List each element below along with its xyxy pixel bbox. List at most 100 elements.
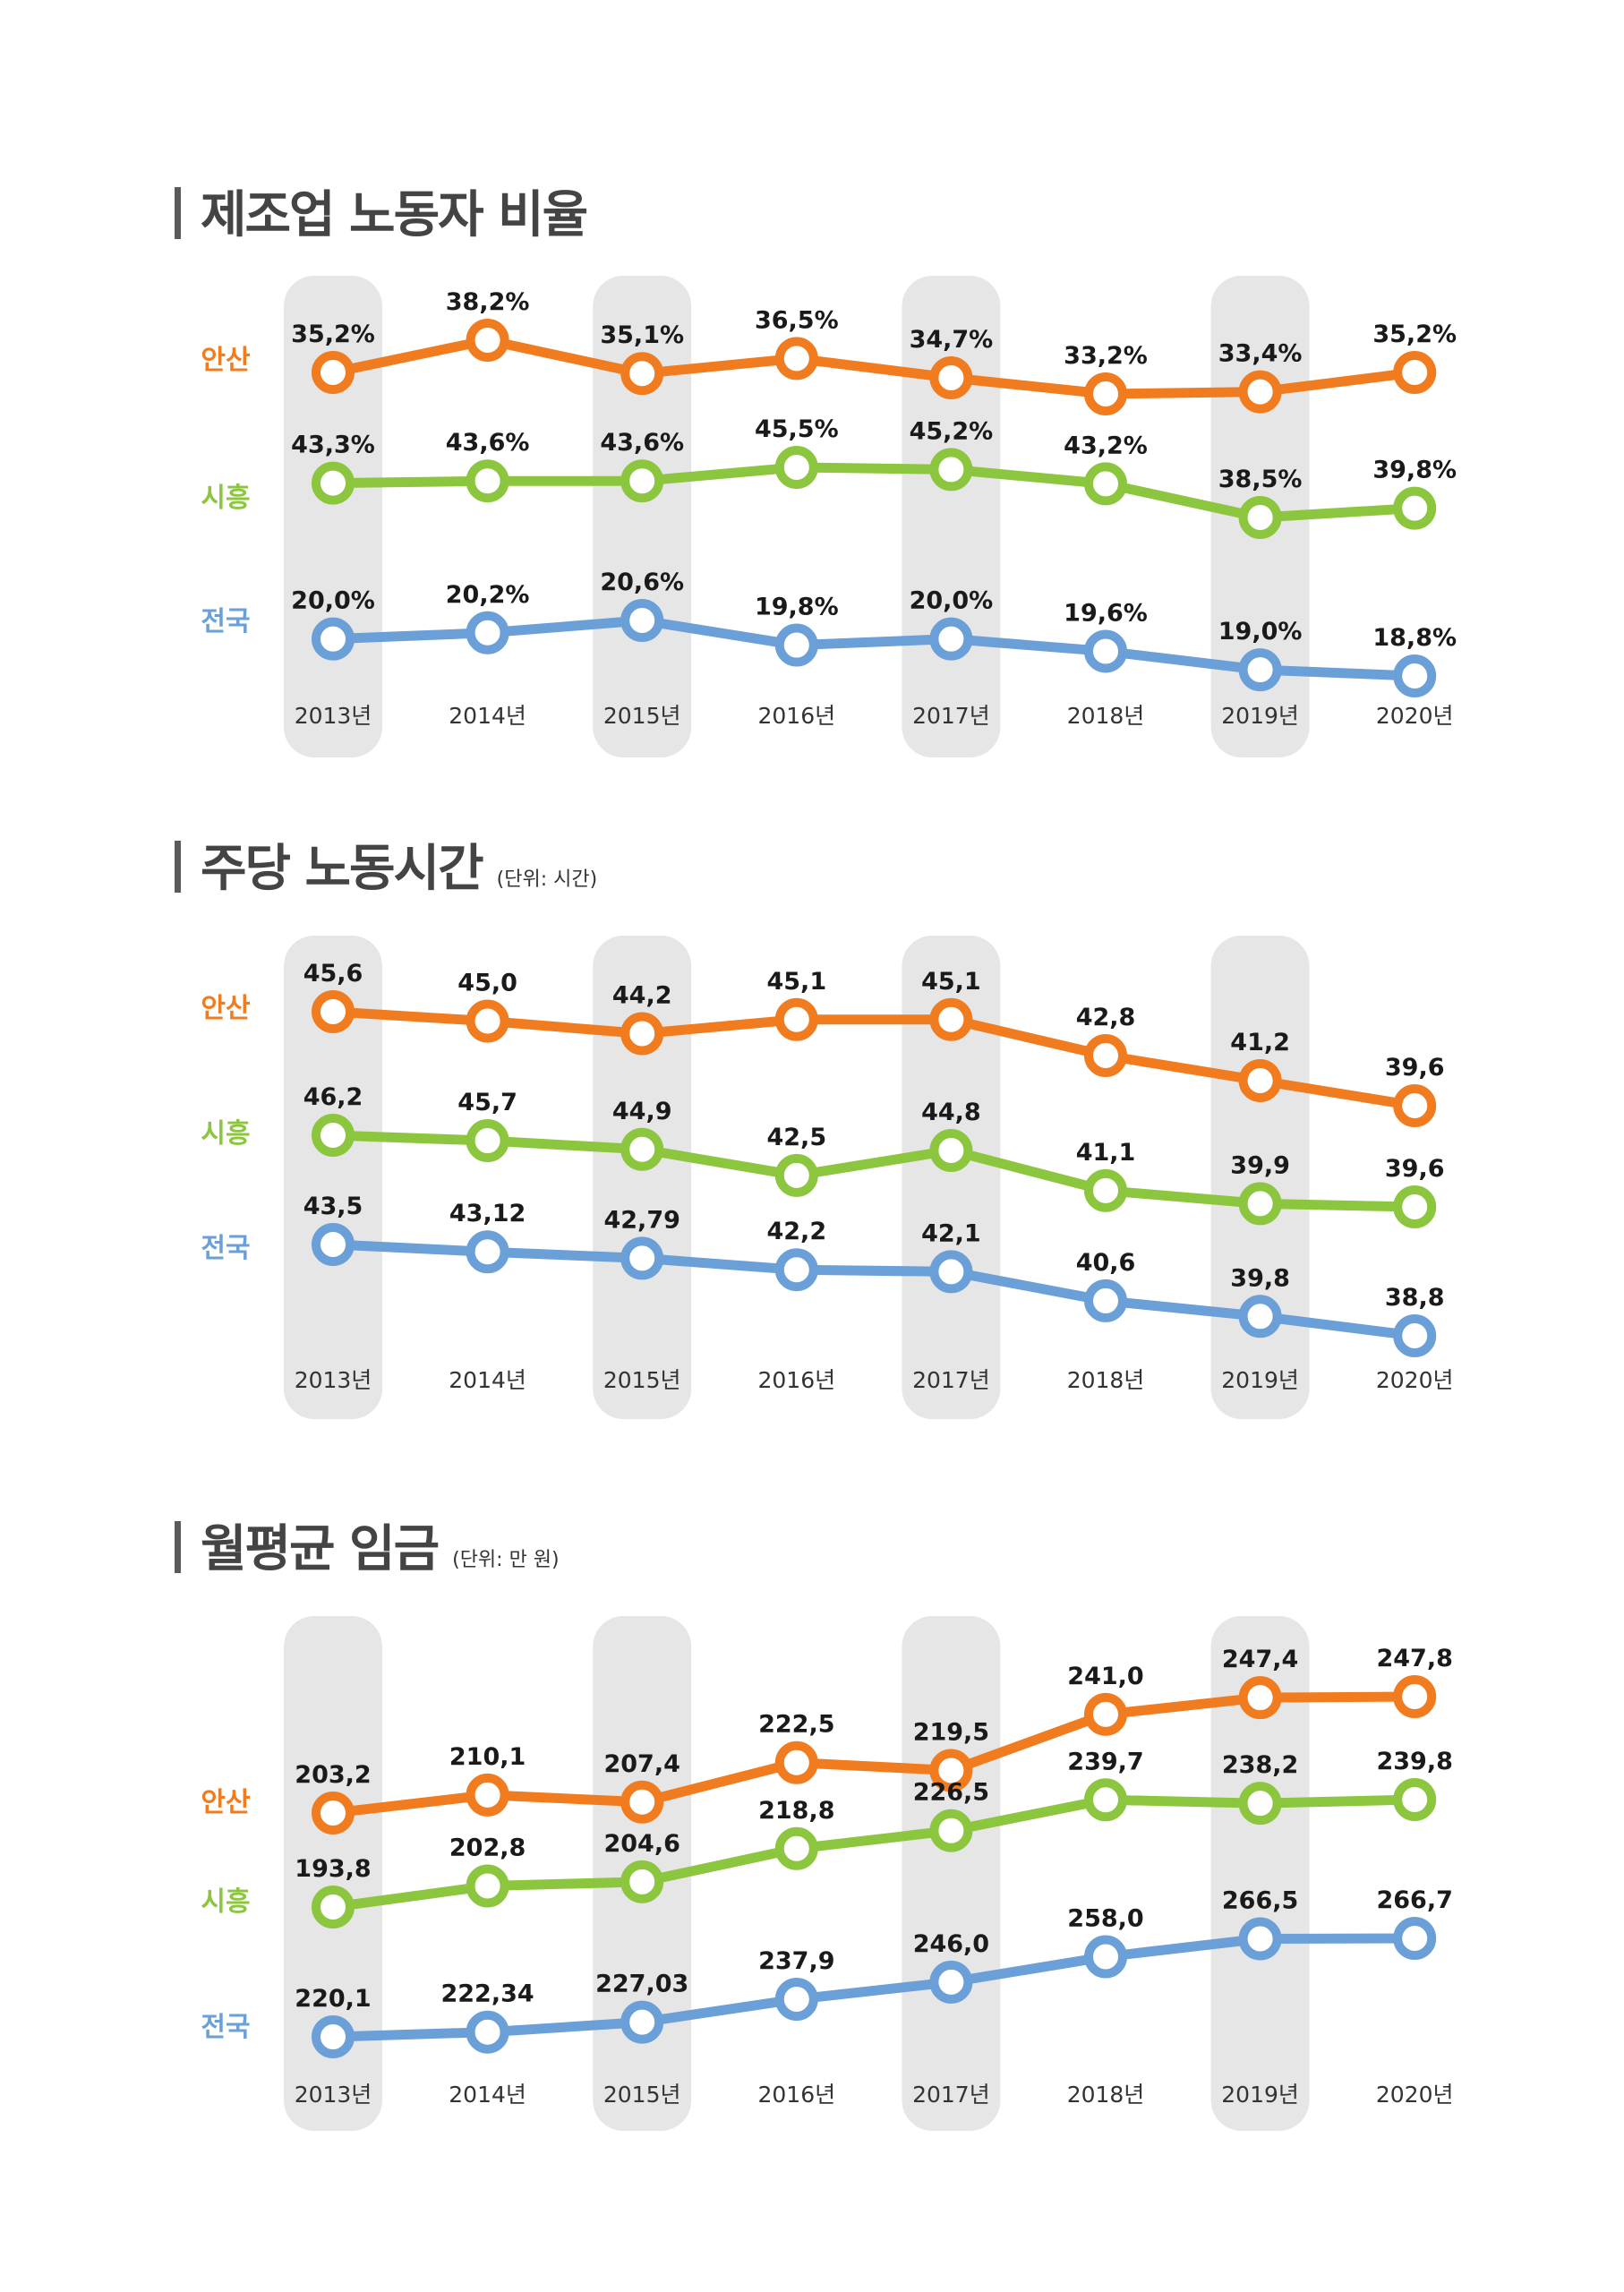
- data-point: [1084, 629, 1127, 673]
- data-label: 42,1: [921, 1219, 981, 1247]
- data-point: [929, 617, 973, 661]
- data-label: 40,6: [1076, 1249, 1136, 1277]
- data-point: [466, 1864, 509, 1908]
- data-label: 34,7%: [910, 326, 994, 354]
- data-label: 36,5%: [755, 306, 839, 334]
- year-band: [1210, 936, 1310, 1419]
- section-title-manufacturing: 제조업 노동자 비율: [175, 175, 601, 247]
- data-point: [929, 1250, 973, 1294]
- data-label: 20,0%: [910, 587, 994, 615]
- series-line: [328, 462, 1420, 523]
- chart-title: 월평균 임금: [201, 1520, 440, 1578]
- data-point: [1238, 1676, 1282, 1720]
- data-point: [1238, 1182, 1282, 1226]
- data-point: [620, 1012, 664, 1056]
- year-band: [902, 1616, 1001, 2131]
- data-label: 222,34: [440, 1980, 534, 2008]
- data-label: 42,5: [766, 1124, 826, 1151]
- chart-title: 주당 노동시간: [201, 840, 484, 898]
- data-point: [312, 351, 355, 394]
- data-point: [620, 1236, 664, 1280]
- year-band: [593, 936, 692, 1419]
- data-point: [1238, 1295, 1282, 1338]
- data-point: [1238, 1059, 1282, 1102]
- series-line: [328, 1006, 1420, 1111]
- section-title-monthly-wage: 월평균 임금 (단위: 만 원): [175, 1509, 560, 1581]
- data-point: [466, 319, 509, 362]
- data-label: 193,8: [295, 1855, 371, 1883]
- data-label: 247,8: [1376, 1645, 1452, 1672]
- x-tick-label: 2020년: [1376, 2082, 1454, 2108]
- series-line: [328, 1691, 1420, 1818]
- data-label: 33,4%: [1218, 340, 1303, 368]
- data-label: 218,8: [758, 1797, 834, 1825]
- x-tick-label: 2017년: [912, 1367, 990, 1393]
- data-point: [1238, 648, 1282, 692]
- data-point: [1393, 1185, 1437, 1228]
- data-point: [620, 1780, 664, 1824]
- title-accent-bar: [175, 187, 181, 239]
- data-point: [620, 352, 664, 396]
- chart-title: 제조업 노동자 비율: [201, 186, 588, 244]
- data-point: [466, 611, 509, 654]
- data-label: 39,6: [1385, 1155, 1445, 1183]
- series-line: [328, 615, 1420, 681]
- data-point: [774, 1826, 818, 1870]
- data-point: [466, 1773, 509, 1817]
- data-label: 207,4: [603, 1750, 680, 1778]
- x-tick-label: 2015년: [603, 703, 681, 729]
- data-point: [312, 990, 355, 1033]
- data-label: 20,6%: [600, 569, 684, 596]
- data-label: 246,0: [913, 1930, 989, 1958]
- data-point: [312, 461, 355, 505]
- data-label: 43,6%: [600, 429, 684, 457]
- data-label: 42,8: [1076, 1004, 1136, 1031]
- data-label: 19,0%: [1218, 618, 1303, 646]
- data-point: [929, 1809, 973, 1852]
- data-label: 43,12: [449, 1200, 526, 1227]
- monthly-wage-chart: 2013년 2014년 2015년 2016년 2017년 2018년 2019년 2020년…: [201, 1616, 1454, 2131]
- data-label: 44,8: [921, 1099, 981, 1126]
- data-point: [1238, 1917, 1282, 1961]
- x-tick-label: 2020년: [1376, 1367, 1454, 1393]
- data-point: [1238, 1782, 1282, 1826]
- title-accent-bar: [175, 841, 181, 893]
- data-point: [1393, 1314, 1437, 1357]
- data-label: 220,1: [295, 1985, 371, 2013]
- data-point: [1084, 462, 1127, 506]
- data-label: 45,1: [921, 968, 981, 996]
- data-point: [466, 999, 509, 1043]
- data-label: 42,79: [603, 1206, 680, 1234]
- data-point: [1084, 1279, 1127, 1322]
- data-label: 39,9: [1230, 1151, 1290, 1179]
- data-point: [1393, 1778, 1437, 1821]
- data-label: 266,7: [1376, 1886, 1452, 1914]
- data-point: [929, 997, 973, 1041]
- data-label: 33,2%: [1064, 342, 1148, 370]
- data-point: [929, 1128, 973, 1172]
- data-point: [774, 623, 818, 667]
- data-label: 46,2: [303, 1083, 363, 1111]
- data-point: [620, 459, 664, 503]
- data-label: 43,6%: [446, 429, 530, 457]
- weekly-hours-chart: 2013년 2014년 2015년 2016년 2017년 2018년 2019년 2020년…: [201, 936, 1454, 1419]
- data-label: 239,7: [1067, 1748, 1143, 1775]
- chart-unit: (단위: 만 원): [452, 1549, 560, 1571]
- x-tick-label: 2018년: [1067, 1367, 1145, 1393]
- data-point: [1238, 370, 1282, 414]
- data-point: [1084, 1778, 1127, 1822]
- x-tick-label: 2017년: [912, 703, 990, 729]
- data-label: 219,5: [913, 1718, 989, 1746]
- series-label: 안산: [201, 345, 251, 376]
- series-label: 전국: [201, 1233, 250, 1264]
- x-tick-label: 2013년: [295, 1367, 372, 1393]
- data-label: 35,1%: [600, 321, 684, 349]
- data-point: [774, 1977, 818, 2021]
- data-label: 222,5: [758, 1711, 834, 1739]
- data-label: 227,03: [595, 1971, 688, 1998]
- data-point: [774, 1248, 818, 1292]
- data-point: [929, 448, 973, 492]
- x-tick-label: 2015년: [603, 2082, 681, 2108]
- data-point: [466, 459, 509, 503]
- data-label: 204,6: [603, 1830, 680, 1858]
